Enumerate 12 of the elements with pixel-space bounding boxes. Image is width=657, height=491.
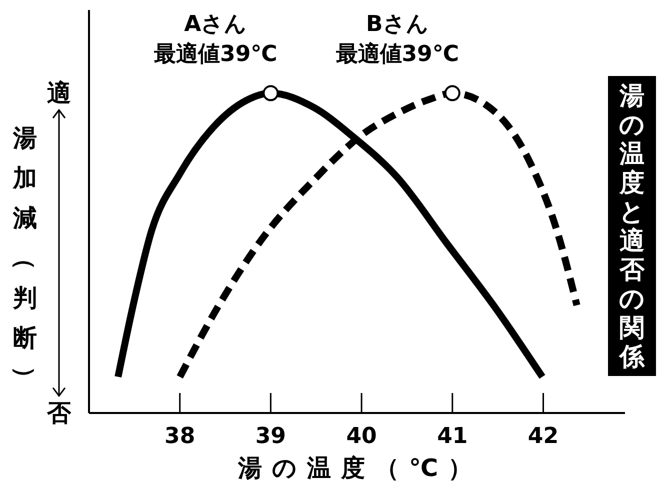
x-axis-title: 湯の温度（℃） bbox=[236, 453, 484, 484]
y-axis-title: 湯加減（判断） bbox=[10, 123, 40, 390]
annotation: Bさん最適値39℃ bbox=[334, 12, 460, 68]
x-tick-label: 38 bbox=[164, 424, 196, 449]
x-tick-label: 40 bbox=[346, 424, 377, 449]
x-tick-label: 42 bbox=[528, 424, 559, 449]
annotation: Aさん最適値39℃ bbox=[153, 12, 278, 68]
text: 適 bbox=[46, 78, 72, 110]
text: 否 bbox=[46, 398, 72, 429]
x-tick-label: 41 bbox=[437, 424, 468, 449]
chart-title: 湯の温度と適否の関係 bbox=[619, 81, 645, 371]
x-tick-label: 39 bbox=[255, 424, 286, 449]
